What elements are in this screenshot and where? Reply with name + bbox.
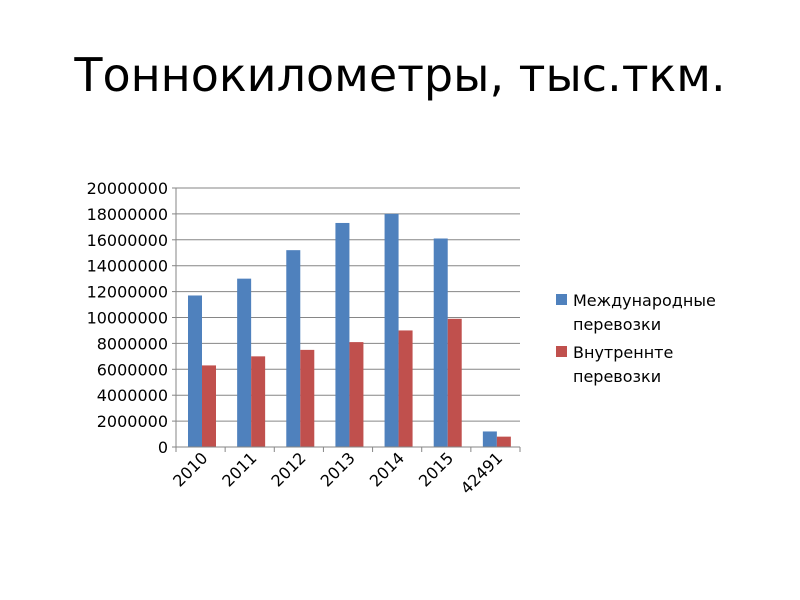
y-tick-label: 12000000 [87, 283, 168, 302]
bar-international-2015 [433, 238, 448, 447]
y-tick-label: 2000000 [97, 412, 168, 431]
bar-domestic-2015 [447, 318, 462, 447]
y-tick-label: 6000000 [97, 360, 168, 379]
bars [188, 213, 511, 447]
slide-title: Тоннокилометры, тыс.ткм. [74, 48, 726, 102]
x-tick-label: 2013 [317, 448, 359, 490]
y-tick-label: 0 [158, 438, 168, 457]
bar-international-2014 [384, 213, 399, 447]
bar-international-42491 [482, 431, 497, 447]
bar-domestic-42491 [496, 436, 511, 447]
legend-label: перевозки [573, 367, 661, 386]
x-tick-label: 2011 [218, 448, 260, 490]
x-tick-label: 42491 [457, 448, 506, 497]
bar-international-2010 [188, 295, 202, 447]
x-tick-label: 2014 [366, 448, 408, 490]
bar-domestic-2011 [251, 356, 266, 447]
x-tick-label: 2015 [415, 448, 457, 490]
bar-international-2013 [335, 222, 350, 447]
y-tick-label: 4000000 [97, 386, 168, 405]
bar-domestic-2014 [398, 330, 413, 447]
y-tick-label: 20000000 [87, 179, 168, 198]
bar-domestic-2013 [349, 342, 364, 447]
bar-domestic-2010 [202, 365, 216, 447]
legend-label: перевозки [573, 315, 661, 334]
bar-international-2011 [237, 278, 252, 447]
x-axis-ticks: 2010 2011 2012 2013 2014 2015 42491 [169, 448, 506, 497]
y-axis-ticks: 0 2000000 4000000 6000000 8000000 10000000 120… [87, 179, 176, 457]
y-tick-label: 8000000 [97, 334, 168, 353]
legend-label: Международные [573, 291, 716, 310]
legend: Международные перевозки Внутреннте перевозк… [556, 291, 716, 386]
y-tick-label: 14000000 [87, 257, 168, 276]
x-tick-label: 2012 [267, 448, 309, 490]
bar-domestic-2012 [300, 349, 315, 447]
axes [175, 188, 521, 452]
legend-label: Внутреннте [573, 343, 673, 362]
x-tick-label: 2010 [169, 448, 211, 490]
legend-swatch-domestic [556, 346, 567, 357]
legend-swatch-international [556, 294, 567, 305]
y-tick-label: 18000000 [87, 205, 168, 224]
y-tick-label: 16000000 [87, 231, 168, 250]
bar-international-2012 [286, 250, 301, 447]
y-tick-label: 10000000 [87, 309, 168, 328]
